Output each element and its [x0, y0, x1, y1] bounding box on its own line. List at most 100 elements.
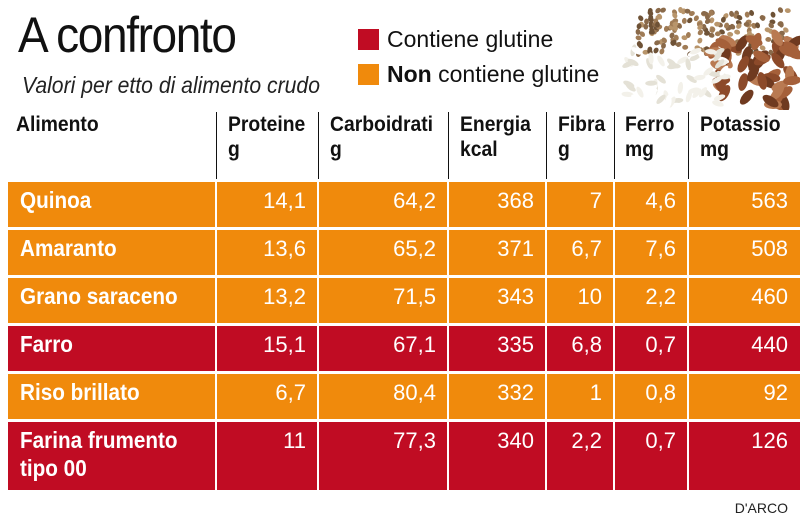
table-cell: 440 — [751, 332, 788, 357]
column-header: Potassio mg — [700, 112, 781, 180]
table-cell: 563 — [751, 188, 788, 213]
table-cell: 2,2 — [571, 428, 602, 453]
header-divider — [614, 112, 615, 180]
table-cell: 0,7 — [645, 428, 676, 453]
column-divider — [613, 180, 615, 490]
column-divider — [447, 180, 449, 490]
food-name: Quinoa — [20, 187, 92, 213]
table-cell: 335 — [497, 332, 534, 357]
table-cell: 7,6 — [645, 236, 676, 261]
table-cell: 332 — [497, 380, 534, 405]
comparison-table: Alimento Proteine g Carboidrati g Energia kcal… — [8, 112, 800, 490]
table-cell: 13,6 — [263, 236, 306, 261]
table-cell: 2,2 — [645, 284, 676, 309]
table-row: Quinoa 14,1 64,2 368 7 4,6 563 — [8, 180, 800, 228]
column-divider — [687, 180, 689, 490]
table-cell: 0,8 — [645, 380, 676, 405]
table-cell: 368 — [497, 188, 534, 213]
table-cell: 6,7 — [275, 380, 306, 405]
legend-label-gluten: Contiene glutine — [387, 26, 554, 52]
table-cell: 340 — [497, 428, 534, 453]
column-header-unit: kcal — [460, 138, 498, 161]
credit: D'ARCO — [734, 500, 788, 516]
row-divider — [8, 323, 800, 326]
column-header-unit: g — [558, 138, 570, 161]
row-divider — [8, 179, 800, 182]
table-cell: 4,6 — [645, 188, 676, 213]
table-cell: 14,1 — [263, 188, 306, 213]
column-header-label: Proteine — [228, 113, 306, 136]
column-header: Carboidrati g — [330, 112, 433, 180]
table-row: Riso brillato 6,7 80,4 332 1 0,8 92 — [8, 372, 800, 420]
legend-swatch-no-gluten — [358, 64, 379, 85]
table-cell: 371 — [497, 236, 534, 261]
column-header: Ferro mg — [625, 112, 674, 180]
column-header-unit: g — [228, 138, 240, 161]
table-cell: 67,1 — [393, 332, 436, 357]
column-header: Fibra g — [558, 112, 605, 180]
table-cell: 6,7 — [571, 236, 602, 261]
table-cell: 65,2 — [393, 236, 436, 261]
legend-no-gluten: Non contiene glutine — [358, 61, 599, 88]
page-subtitle: Valori per etto di alimento crudo — [22, 72, 320, 98]
column-header-label: Alimento — [16, 113, 99, 136]
legend-label-no-gluten-bold: Non — [387, 61, 432, 87]
table-cell: 1 — [589, 380, 602, 405]
food-name-line: Farina frumento — [20, 427, 178, 453]
row-divider — [8, 419, 800, 422]
table-cell: 92 — [763, 380, 788, 405]
table-row: Amaranto 13,6 65,2 371 6,7 7,6 508 — [8, 228, 800, 276]
column-header-unit: g — [330, 138, 342, 161]
header-divider — [546, 112, 547, 180]
table-cell: 64,2 — [393, 188, 436, 213]
table-cell: 80,4 — [393, 380, 436, 405]
column-header: Alimento — [16, 112, 99, 180]
table-cell: 126 — [751, 428, 788, 453]
row-divider — [8, 371, 800, 374]
table-row: Farina frumento tipo 00 11 77,3 340 2,2 0,7 126 — [8, 420, 800, 490]
table-cell: 10 — [577, 284, 602, 309]
legend-gluten: Contiene glutine — [358, 26, 553, 53]
legend-swatch-gluten — [358, 29, 379, 50]
column-header-unit: mg — [700, 138, 729, 161]
table-cell: 343 — [497, 284, 534, 309]
table-cell: 71,5 — [393, 284, 436, 309]
row-divider — [8, 227, 800, 230]
page-title: A confronto — [18, 7, 237, 63]
column-header-unit: mg — [625, 138, 654, 161]
column-divider — [545, 180, 547, 490]
table-cell: 13,2 — [263, 284, 306, 309]
table-row: Grano saraceno 13,2 71,5 343 10 2,2 460 — [8, 276, 800, 324]
header-divider — [318, 112, 319, 180]
food-name: Grano saraceno — [20, 283, 178, 309]
column-divider — [215, 180, 217, 490]
table-cell: 7 — [589, 188, 602, 213]
table-cell: 508 — [751, 236, 788, 261]
table-cell: 77,3 — [393, 428, 436, 453]
legend-label-no-gluten-rest: contiene glutine — [431, 61, 600, 87]
food-name: Farro — [20, 331, 73, 357]
grains-illustration-icon — [621, 7, 800, 110]
column-header-label: Fibra — [558, 113, 606, 136]
table-cell: 0,7 — [645, 332, 676, 357]
food-name: Amaranto — [20, 235, 117, 261]
food-name: Farina frumento tipo 00 — [20, 426, 178, 482]
column-divider — [317, 180, 319, 490]
column-header-label: Energia — [460, 113, 531, 136]
row-divider — [8, 275, 800, 278]
table-cell: 15,1 — [263, 332, 306, 357]
table-cell: 460 — [751, 284, 788, 309]
header-divider — [448, 112, 449, 180]
table-cell: 11 — [283, 428, 306, 453]
column-header-label: Potassio — [700, 113, 781, 136]
column-header-label: Carboidrati — [330, 113, 434, 136]
food-name: Riso brillato — [20, 379, 140, 405]
column-header: Proteine g — [228, 112, 305, 180]
header-divider — [216, 112, 217, 180]
header-divider — [688, 112, 689, 180]
column-header: Energia kcal — [460, 112, 531, 180]
food-name-line: tipo 00 — [20, 455, 87, 481]
column-header-label: Ferro — [625, 113, 675, 136]
table-row: Farro 15,1 67,1 335 6,8 0,7 440 — [8, 324, 800, 372]
table-cell: 6,8 — [571, 332, 602, 357]
